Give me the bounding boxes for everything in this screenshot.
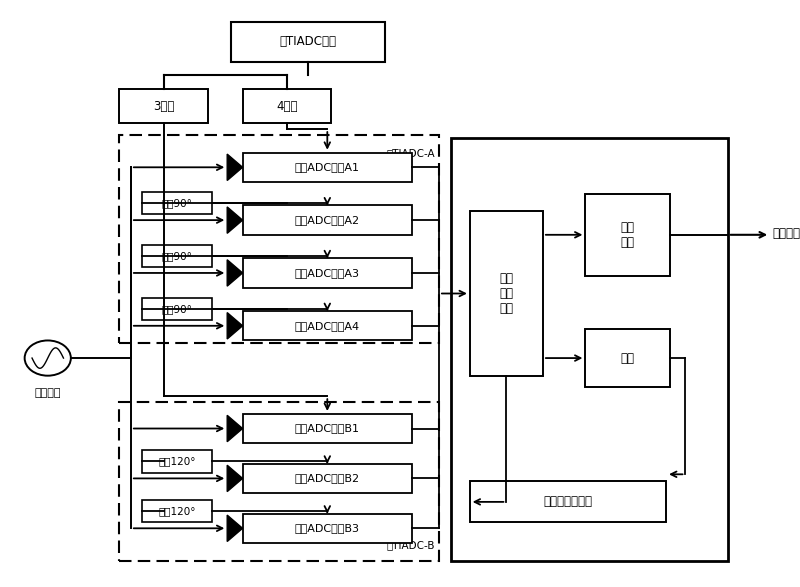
Text: 求差: 求差 [621, 352, 634, 365]
Text: 延迟120°: 延迟120° [158, 506, 196, 517]
Bar [119, 135, 439, 343]
Bar [450, 138, 728, 561]
Bar [242, 89, 331, 123]
Bar [586, 194, 670, 276]
Text: 输入信号: 输入信号 [34, 388, 61, 399]
Bar [242, 464, 412, 493]
Bar [242, 205, 412, 235]
Text: 劈分ADC通道A2: 劈分ADC通道A2 [294, 215, 360, 225]
Bar [142, 245, 212, 267]
Text: 子TIADC-A: 子TIADC-A [386, 148, 435, 158]
Text: 算术
平均: 算术 平均 [621, 221, 634, 249]
Bar [119, 89, 208, 123]
Bar [586, 329, 670, 387]
Text: 子TIADC-B: 子TIADC-B [386, 540, 435, 550]
Bar [142, 192, 212, 214]
Bar [242, 153, 412, 182]
Bar [242, 311, 412, 340]
Text: 延迟90°: 延迟90° [162, 251, 193, 261]
Text: 劈分ADC通道A1: 劈分ADC通道A1 [295, 162, 360, 173]
Text: 劈分ADC通道A4: 劈分ADC通道A4 [294, 321, 360, 331]
Polygon shape [227, 515, 242, 541]
Bar [242, 258, 412, 288]
Bar [119, 402, 439, 561]
Text: 3分频: 3分频 [153, 100, 174, 113]
Text: 劈分ADC通道B1: 劈分ADC通道B1 [295, 423, 360, 434]
Text: 总TIADC时钟: 总TIADC时钟 [279, 35, 337, 48]
Polygon shape [227, 154, 242, 181]
Bar [231, 22, 385, 62]
Polygon shape [227, 260, 242, 286]
Text: 转换输出: 转换输出 [773, 227, 800, 240]
Text: 延迟90°: 延迟90° [162, 198, 193, 208]
Polygon shape [227, 465, 242, 492]
Polygon shape [227, 207, 242, 234]
Text: 延迟90°: 延迟90° [162, 303, 193, 314]
Text: 劈分ADC通道B3: 劈分ADC通道B3 [295, 523, 360, 534]
Text: 劈分ADC通道B2: 劈分ADC通道B2 [294, 473, 360, 484]
Bar [242, 514, 412, 543]
Bar [142, 500, 212, 522]
Polygon shape [227, 313, 242, 339]
Text: 失配
误差
补偿: 失配 误差 补偿 [499, 272, 514, 315]
Bar [142, 450, 212, 473]
Bar [470, 211, 543, 376]
Text: 延迟120°: 延迟120° [158, 456, 196, 467]
Text: 自适应校准算法: 自适应校准算法 [543, 495, 593, 508]
Bar [142, 298, 212, 320]
Polygon shape [227, 416, 242, 441]
Text: 劈分ADC通道A3: 劈分ADC通道A3 [295, 268, 360, 278]
Bar [470, 481, 666, 522]
Bar [242, 414, 412, 443]
Text: 4分频: 4分频 [276, 100, 298, 113]
